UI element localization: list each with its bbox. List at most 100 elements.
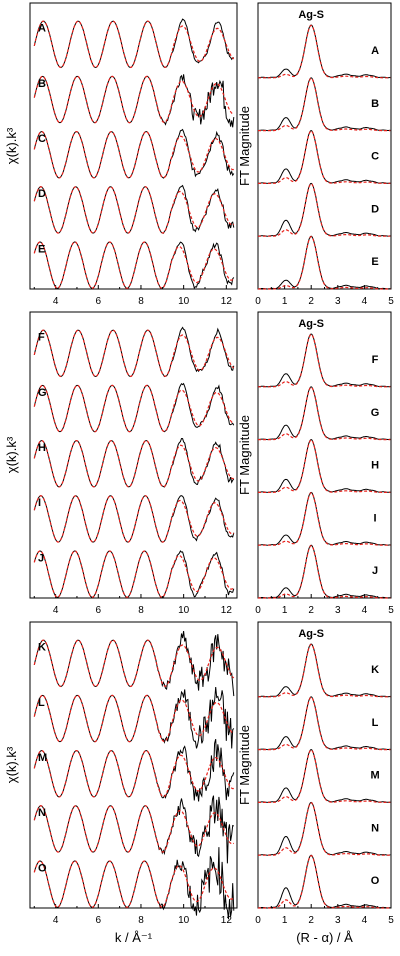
ft-x-tick-label: 1 (282, 296, 288, 307)
exafs-x-tick-label: 4 (53, 296, 59, 307)
exafs-trace-label: I (38, 497, 41, 509)
ft-x-tick-label: 0 (255, 915, 261, 926)
exafs-experimental-line-N (33, 795, 234, 864)
exafs-x-tick-label: 12 (221, 296, 233, 307)
ft-x-tick-label: 3 (335, 296, 341, 307)
exafs-x-tick-label: 12 (221, 605, 233, 616)
exafs-fit-line-E (33, 241, 235, 289)
exafs-experimental-line-D (33, 184, 235, 234)
exafs-fit-line-F (33, 329, 235, 378)
ft-trace-label: H (371, 460, 379, 472)
exafs-experimental-line-C (33, 128, 235, 179)
ft-trace-label: A (371, 45, 379, 57)
exafs-trace-label: M (38, 752, 47, 764)
exafs-y-axis-title: χ(k).k³ (4, 127, 19, 164)
exafs-x-tick-label: 8 (138, 605, 144, 616)
ft-fit-line-A (258, 24, 391, 79)
exafs-fit-line-N (33, 805, 235, 853)
exafs-x-tick-label: 4 (53, 915, 59, 926)
exafs-fit-line-M (33, 749, 234, 798)
ft-x-tick-label: 5 (388, 605, 394, 616)
exafs-panel-frame (29, 621, 238, 909)
ft-trace-label: O (371, 875, 380, 887)
ft-peak-label: Ag-S (298, 628, 324, 640)
ft-fit-line-I (258, 492, 391, 546)
exafs-experimental-line-K (33, 631, 235, 697)
ft-fit-line-J (258, 544, 391, 599)
exafs-trace-label: L (38, 697, 45, 709)
exafs-x-tick-label: 10 (178, 915, 190, 926)
exafs-x-tick-label: 6 (96, 296, 102, 307)
ft-peak-label: Ag-S (298, 318, 324, 330)
exafs-fit-line-K (33, 639, 235, 688)
ft-x-tick-label: 4 (362, 605, 368, 616)
exafs-trace-label: B (38, 78, 46, 90)
exafs-trace-label: D (38, 188, 46, 200)
exafs-y-axis-title: χ(k).k³ (4, 746, 19, 783)
exafs-experimental-line-A (33, 18, 234, 69)
exafs-fit-line-C (33, 130, 234, 179)
exafs-fit-line-O (33, 860, 235, 908)
exafs-x-tick-label: 12 (221, 915, 233, 926)
ft-experimental-line-F (257, 333, 391, 388)
ft-x-axis-title: (R - α) / Å (296, 930, 353, 945)
exafs-fit-line-H (33, 439, 234, 488)
ft-x-tick-label: 3 (335, 915, 341, 926)
exafs-fit-line-J (33, 550, 235, 598)
ft-x-tick-label: 5 (388, 915, 394, 926)
ft-trace-label: D (371, 203, 379, 215)
ft-fit-line-K (258, 643, 391, 698)
exafs-fit-line-G (33, 384, 235, 433)
ft-fit-line-H (258, 439, 391, 493)
exafs-x-tick-label: 8 (138, 296, 144, 307)
exafs-panel-frame (29, 311, 238, 599)
ft-x-tick-label: 2 (308, 605, 314, 616)
ft-fit-line-C (258, 130, 391, 184)
ft-trace-label: J (372, 565, 378, 577)
ft-fit-line-L (258, 696, 391, 751)
exafs-experimental-line-E (33, 241, 235, 290)
ft-fit-line-D (258, 183, 391, 237)
ft-fit-line-F (258, 333, 391, 388)
exafs-trace-label: G (38, 387, 47, 399)
exafs-experimental-line-I (33, 495, 235, 543)
exafs-trace-label: A (38, 23, 46, 35)
ft-x-tick-label: 1 (282, 915, 288, 926)
ft-fit-line-E (258, 235, 391, 290)
ft-trace-label: N (371, 822, 379, 834)
exafs-experimental-line-L (33, 687, 235, 749)
exafs-trace-label: H (38, 442, 46, 454)
ft-y-axis-title: FT Magnitude (237, 415, 252, 495)
exafs-fit-line-A (33, 20, 235, 69)
ft-x-tick-label: 0 (255, 605, 261, 616)
ft-x-tick-label: 2 (308, 915, 314, 926)
exafs-x-tick-label: 10 (178, 296, 190, 307)
ft-fit-line-O (258, 854, 391, 909)
ft-experimental-line-G (257, 386, 391, 441)
exafs-trace-label: C (38, 133, 46, 145)
ft-experimental-line-I (257, 491, 391, 546)
ft-peak-label: Ag-S (298, 9, 324, 21)
exafs-x-tick-label: 6 (96, 915, 102, 926)
ft-y-axis-title: FT Magnitude (237, 725, 252, 805)
ft-trace-label: E (371, 256, 378, 268)
ft-x-tick-label: 4 (362, 296, 368, 307)
exafs-experimental-line-M (33, 738, 235, 802)
ft-trace-label: I (374, 512, 377, 524)
exafs-x-tick-label: 8 (138, 915, 144, 926)
ft-trace-label: M (370, 770, 379, 782)
ft-experimental-line-N (257, 801, 391, 856)
exafs-fit-line-D (33, 186, 235, 234)
exafs-trace-label: N (38, 807, 46, 819)
ft-x-tick-label: 0 (255, 296, 261, 307)
ft-fit-line-M (258, 749, 391, 803)
exafs-x-axis-title: k / Å⁻¹ (115, 930, 153, 945)
exafs-x-tick-label: 4 (53, 605, 59, 616)
exafs-experimental-line-F (33, 326, 235, 378)
ft-fit-line-N (258, 802, 391, 856)
exafs-trace-label: J (38, 552, 44, 564)
exafs-experimental-line-J (33, 550, 235, 598)
exafs-trace-label: O (38, 862, 47, 874)
ft-trace-label: B (371, 98, 379, 110)
